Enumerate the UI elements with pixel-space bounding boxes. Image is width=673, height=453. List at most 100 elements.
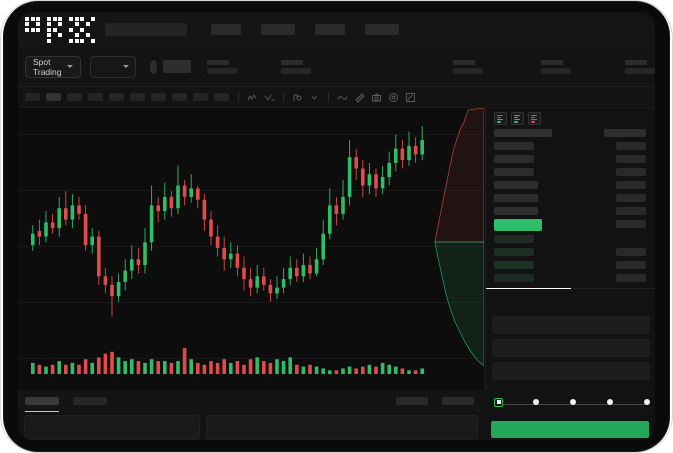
order-book-size-row[interactable] (616, 248, 646, 256)
tab-open-orders[interactable] (25, 397, 59, 412)
primary-cta-button[interactable] (491, 421, 649, 438)
order-book-size-row[interactable] (616, 155, 646, 163)
order-book-ask-row[interactable] (494, 207, 538, 215)
gridline-1 (18, 190, 484, 191)
order-amount-field[interactable] (492, 339, 650, 357)
camera-icon[interactable] (371, 92, 382, 103)
order-book-ask-row[interactable] (494, 142, 534, 150)
timeframe-button-8[interactable] (172, 93, 187, 101)
stat-low-24h-value (541, 67, 571, 74)
ob-mode-asks[interactable] (528, 112, 541, 125)
okx-logo-icon[interactable] (25, 16, 95, 43)
timeframe-button-9[interactable] (193, 93, 208, 101)
market-mode-label: Spot Trading (33, 56, 62, 77)
timeframe-button-7[interactable] (151, 93, 166, 101)
stepper-step-4[interactable] (607, 399, 613, 405)
market-mode-select[interactable]: Spot Trading (25, 55, 81, 78)
timeframe-button-5[interactable] (109, 93, 124, 101)
nav-link-4[interactable] (365, 24, 399, 35)
stat-change-24h (281, 59, 311, 74)
pair-name (162, 60, 191, 73)
ob-mode-line (530, 119, 538, 121)
tab-order-history[interactable] (73, 397, 107, 405)
settings-icon[interactable] (388, 92, 399, 103)
order-book-ask-row[interactable] (494, 129, 552, 137)
stepper-step-1-active[interactable] (494, 397, 503, 407)
timeframe-button-2[interactable] (46, 93, 61, 101)
nav-link-3[interactable] (315, 24, 345, 35)
gridline-4 (18, 358, 484, 359)
order-book-bid-row[interactable] (494, 274, 534, 282)
trading-pair-select[interactable] (89, 55, 137, 78)
chart-toolbar (18, 87, 655, 108)
ob-mode-line (530, 121, 536, 123)
order-book-size-row[interactable] (616, 207, 646, 215)
order-book-size-row[interactable] (616, 274, 646, 282)
stat-high-24h-value (453, 67, 483, 74)
order-form (492, 316, 650, 380)
order-price-field[interactable] (492, 316, 650, 334)
order-book-bid-row[interactable] (494, 235, 534, 243)
timeframe-button-6[interactable] (130, 93, 145, 101)
order-book-size-row[interactable] (616, 261, 646, 269)
order-book-size-row[interactable] (616, 220, 646, 228)
search-input[interactable] (105, 23, 187, 36)
stat-high-24h (453, 59, 483, 74)
stat-low-24h (541, 59, 571, 74)
order-book-size-row[interactable] (616, 142, 646, 150)
order-book-ask-row[interactable] (494, 181, 538, 189)
buy-sell-tabs (486, 288, 655, 310)
ob-mode-both[interactable] (494, 112, 507, 125)
stat-volume-24h-value (625, 67, 655, 74)
nav-link-2[interactable] (261, 24, 295, 35)
indicators-icon[interactable] (247, 92, 258, 103)
order-book-bid-row[interactable] (494, 261, 534, 269)
timeframe-button-1[interactable] (25, 93, 40, 101)
order-book-ask-row[interactable] (494, 155, 534, 163)
price-chart[interactable] (18, 108, 484, 390)
fullscreen-icon[interactable] (405, 92, 416, 103)
current-price-row[interactable] (494, 219, 542, 231)
bottom-card-right (206, 415, 478, 440)
timeframe-button-10[interactable] (214, 93, 229, 101)
stat-change-24h-label (281, 59, 303, 65)
ruler-icon[interactable] (354, 92, 365, 103)
stat-change-24h-value (281, 67, 311, 74)
ob-mode-line (513, 116, 519, 118)
line-chart-icon[interactable] (337, 92, 348, 103)
volume-series (31, 348, 424, 374)
stat-low-24h-label (541, 59, 563, 65)
tab-sell[interactable] (571, 288, 655, 310)
timeframe-button-4[interactable] (88, 93, 103, 101)
pair-avatar (150, 59, 157, 74)
tab-buy[interactable] (486, 288, 571, 310)
compare-icon[interactable] (264, 92, 275, 103)
gridline-3 (18, 302, 484, 303)
order-book-size-row[interactable] (616, 168, 646, 176)
order-book-size-row[interactable] (604, 129, 646, 137)
stepper-step-3[interactable] (570, 399, 576, 405)
order-book-size-row[interactable] (616, 181, 646, 189)
order-book-bid-row[interactable] (494, 248, 534, 256)
order-total-field[interactable] (492, 362, 650, 380)
ob-mode-line (496, 114, 504, 116)
chevron-down-icon (123, 65, 130, 68)
nav-link-1[interactable] (211, 24, 241, 35)
order-book-ask-row[interactable] (494, 168, 534, 176)
order-book-size-row[interactable] (616, 194, 646, 202)
ob-mode-bids[interactable] (511, 112, 524, 125)
stepper-step-5[interactable] (644, 399, 650, 405)
bottom-action-1[interactable] (396, 397, 428, 405)
app-screen: Spot Trading (18, 12, 655, 440)
chevron-down-icon[interactable] (309, 92, 320, 103)
timeframe-button-3[interactable] (67, 93, 82, 101)
stepper-step-2[interactable] (533, 399, 539, 405)
stat-last-price (207, 59, 237, 74)
drawing-tools-icon[interactable] (292, 92, 303, 103)
stepper-step-inner (496, 400, 501, 404)
ob-mode-line (513, 121, 519, 123)
toolbar-separator (283, 92, 284, 102)
bottom-action-2[interactable] (442, 397, 474, 405)
order-book-ask-row[interactable] (494, 194, 538, 202)
top-nav (18, 12, 655, 47)
